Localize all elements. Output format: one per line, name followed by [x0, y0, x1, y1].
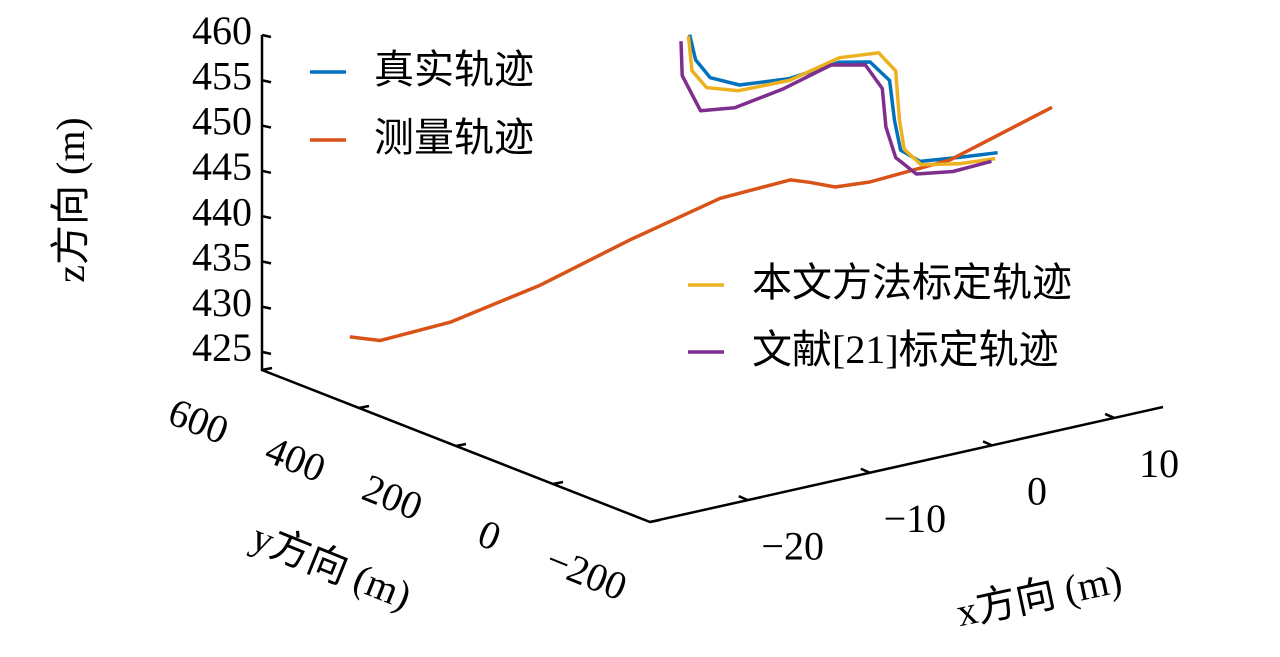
y-tick: [358, 404, 370, 410]
z-tick-label: 425: [192, 325, 252, 370]
y-tick-label: 0: [472, 510, 507, 559]
z-tick-label: 450: [192, 99, 252, 144]
z-tick: [261, 33, 272, 39]
z-tick-label: 435: [192, 235, 252, 280]
x-tick-label: −10: [884, 496, 947, 541]
z-tick: [261, 214, 272, 220]
z-tick: [261, 79, 272, 84]
z-tick: [261, 260, 272, 265]
y-tick: [649, 518, 661, 524]
z-tick-label: 445: [192, 144, 252, 189]
x-tick: [982, 440, 993, 447]
y-axis-label: y方向 (m): [245, 514, 417, 619]
x-tick: [738, 494, 749, 502]
z-tick: [261, 169, 272, 175]
z-axis-label: z方向 (m): [48, 117, 93, 283]
y-tick: [261, 366, 273, 372]
x-tick-label: 0: [1027, 469, 1047, 514]
x-tick: [1104, 412, 1115, 420]
legend-label: 真实轨迹: [374, 47, 534, 92]
trajectory: [349, 105, 1053, 343]
y-tick-label: −200: [540, 537, 633, 610]
trajectory: [686, 35, 996, 167]
x-tick-label: −20: [761, 523, 824, 568]
trajectory: [679, 41, 992, 176]
z-tick-label: 430: [192, 280, 252, 325]
z-tick-label: 455: [192, 53, 252, 98]
z-tick-label: 460: [192, 8, 252, 53]
y-tick-label: 200: [356, 465, 428, 529]
z-tick: [261, 305, 272, 310]
x-tick: [860, 467, 871, 474]
x-tick-label: 10: [1139, 441, 1179, 486]
y-tick: [552, 480, 564, 486]
legend-label: 测量轨迹: [374, 115, 534, 160]
z-tick-label: 440: [192, 189, 252, 234]
legend-label: 文献[21]标定轨迹: [752, 327, 1059, 372]
trajectory: [687, 34, 998, 164]
y-tick-label: 600: [162, 389, 234, 453]
y-tick: [455, 442, 467, 448]
z-tick: [261, 350, 272, 356]
y-tick-label: 400: [259, 427, 331, 491]
x-axis-label: x方向 (m): [952, 556, 1125, 635]
legend-label: 本文方法标定轨迹: [752, 260, 1072, 305]
z-tick: [261, 124, 272, 129]
